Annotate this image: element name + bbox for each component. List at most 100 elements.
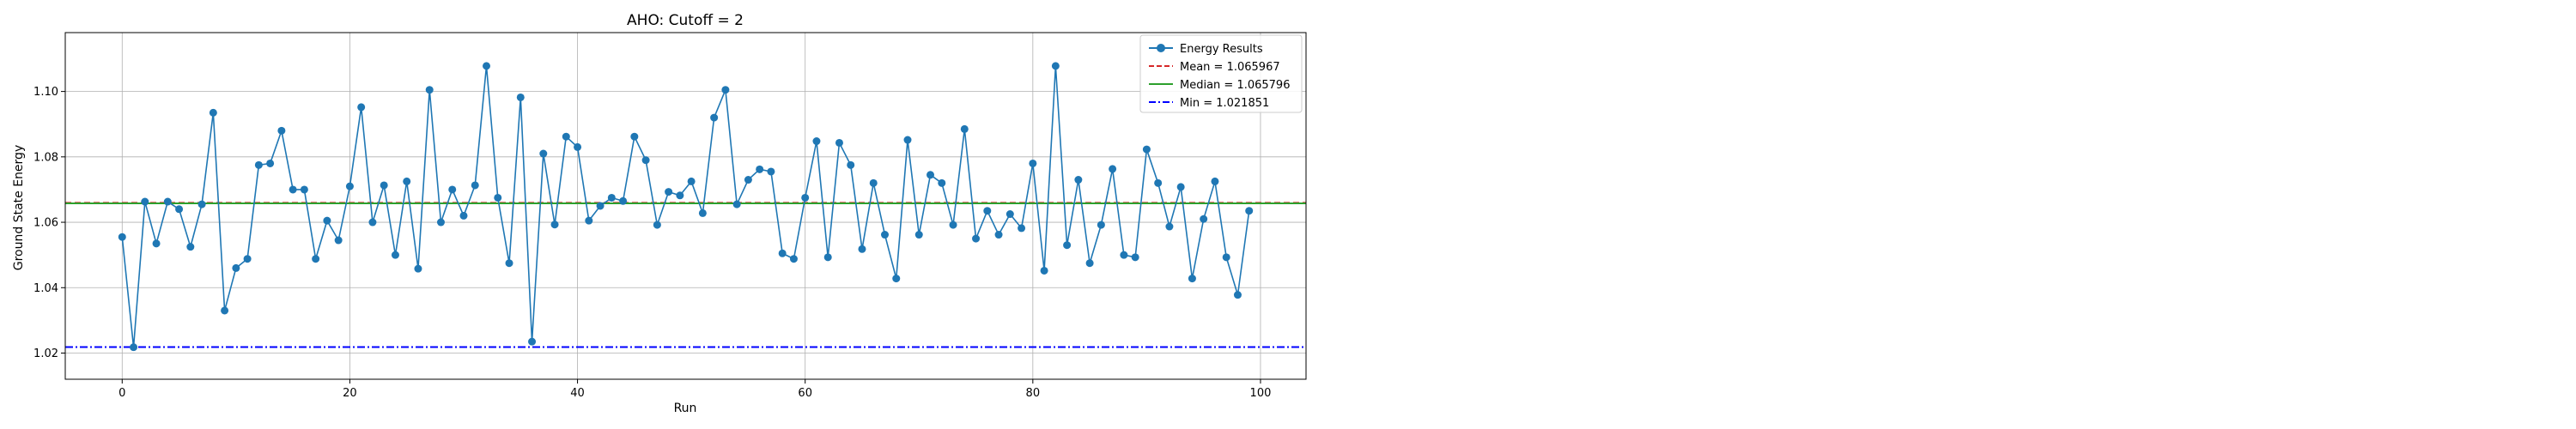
- energy-series: [118, 62, 1254, 352]
- energy-point: [1176, 183, 1185, 191]
- energy-point: [1211, 177, 1219, 185]
- energy-point: [1142, 145, 1151, 154]
- energy-point: [1040, 266, 1048, 275]
- energy-point: [1233, 291, 1242, 299]
- energy-point: [266, 159, 275, 167]
- energy-point: [938, 178, 946, 187]
- energy-point: [130, 343, 138, 352]
- y-tick-label: 1.08: [33, 151, 58, 164]
- energy-point: [676, 191, 684, 200]
- y-axis-label: Ground State Energy: [12, 145, 26, 270]
- energy-point: [801, 193, 810, 202]
- energy-point: [858, 245, 866, 253]
- energy-point: [789, 255, 798, 263]
- energy-point: [1005, 210, 1014, 219]
- energy-point: [1074, 176, 1083, 184]
- energy-point: [232, 263, 240, 272]
- energy-point: [823, 253, 832, 262]
- energy-point: [1131, 253, 1139, 262]
- energy-point: [197, 200, 206, 208]
- energy-point: [494, 193, 502, 202]
- energy-point: [732, 200, 741, 208]
- energy-point: [300, 185, 308, 194]
- energy-point: [630, 132, 639, 141]
- plot-frame: [64, 32, 1307, 380]
- legend-box: [1139, 34, 1303, 113]
- energy-point: [459, 211, 468, 220]
- energy-point: [550, 221, 559, 229]
- energy-point: [1154, 178, 1163, 187]
- energy-point: [141, 197, 149, 206]
- energy-point: [323, 216, 331, 225]
- energy-point: [483, 62, 491, 70]
- energy-point: [1109, 165, 1117, 173]
- energy-point: [812, 137, 821, 146]
- energy-point: [1029, 159, 1037, 167]
- energy-point: [835, 138, 843, 147]
- energy-point: [1085, 259, 1094, 268]
- energy-point: [756, 165, 764, 173]
- energy-point: [539, 149, 548, 158]
- energy-point: [277, 126, 286, 135]
- y-tick-label: 1.04: [33, 282, 58, 295]
- energy-point: [163, 197, 172, 206]
- axis-ticks: 0 20 40 60 80 100 1.02 1.04 1.06 1.08 1.10: [33, 86, 1271, 400]
- energy-point: [721, 86, 730, 94]
- energy-point: [175, 205, 184, 214]
- energy-point: [687, 177, 696, 185]
- energy-point: [596, 202, 605, 210]
- x-axis-label: Run: [674, 402, 697, 415]
- legend-label-min: Min = 1.021851: [1180, 97, 1269, 110]
- energy-point: [1051, 62, 1060, 70]
- energy-point: [334, 236, 343, 245]
- legend-label-energy: Energy Results: [1180, 43, 1263, 56]
- chart-title: AHO: Cutoff = 2: [627, 12, 744, 29]
- energy-point: [345, 182, 354, 190]
- legend-label-mean: Mean = 1.065967: [1180, 61, 1280, 74]
- x-tick-label: 80: [1026, 387, 1041, 400]
- energy-point: [312, 255, 320, 263]
- reference-lines: [65, 202, 1306, 348]
- energy-point: [607, 193, 616, 202]
- energy-point: [414, 264, 422, 273]
- energy-point: [927, 171, 935, 179]
- energy-point: [1018, 224, 1026, 233]
- energy-point: [994, 231, 1003, 239]
- energy-point: [914, 231, 923, 239]
- energy-point: [448, 185, 457, 194]
- energy-point: [698, 208, 707, 217]
- energy-point: [869, 178, 878, 187]
- legend-label-median: Median = 1.065796: [1180, 79, 1290, 92]
- energy-point: [368, 218, 377, 227]
- energy-point: [562, 132, 570, 141]
- x-tick-label: 40: [570, 387, 585, 400]
- energy-point: [653, 221, 661, 229]
- x-tick-label: 60: [798, 387, 812, 400]
- energy-point: [972, 234, 981, 243]
- energy-point: [425, 86, 434, 94]
- energy-point: [983, 207, 992, 215]
- energy-point: [1120, 251, 1128, 259]
- energy-point: [710, 113, 719, 122]
- x-tick-label: 0: [118, 387, 125, 400]
- energy-point: [152, 239, 161, 248]
- energy-point: [1063, 241, 1072, 250]
- energy-point: [847, 160, 855, 169]
- energy-line: [121, 65, 1250, 348]
- energy-point: [254, 160, 263, 169]
- energy-point: [960, 124, 969, 133]
- energy-point: [1245, 207, 1254, 215]
- energy-point: [880, 231, 889, 239]
- energy-point: [619, 196, 628, 205]
- energy-point: [436, 218, 445, 227]
- x-tick-label: 100: [1250, 387, 1272, 400]
- legend: Energy Results Mean = 1.065967 Median = …: [1139, 34, 1303, 113]
- energy-point: [357, 103, 366, 112]
- legend-marker-energy: [1157, 44, 1165, 52]
- energy-point: [289, 185, 297, 194]
- energy-point: [767, 167, 775, 176]
- energy-point: [528, 337, 537, 346]
- energy-point: [949, 221, 957, 229]
- energy-point: [1200, 214, 1208, 223]
